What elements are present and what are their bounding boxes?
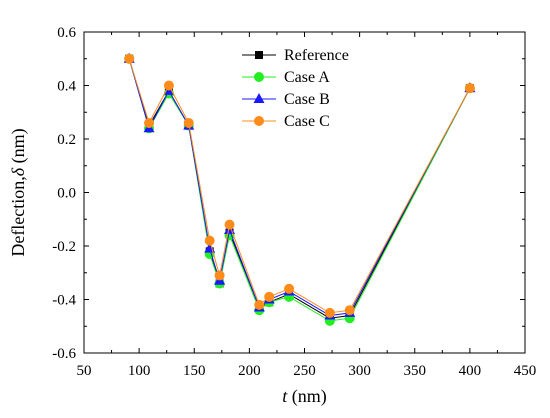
y-axis-label-symbol: δ xyxy=(8,167,28,176)
y-tick-label: -0.6 xyxy=(52,346,76,362)
x-axis-label: t (nm) xyxy=(282,386,327,407)
legend-label: Case A xyxy=(284,69,330,86)
axis-ticks: 50 100 150 200 250 300 350 400 450 -0.6 -0.4 -0.2 0.… xyxy=(52,25,536,379)
x-tick-label: 200 xyxy=(238,363,261,379)
data-point-case-c xyxy=(464,83,475,94)
y-tick-label: -0.2 xyxy=(52,239,76,255)
y-tick-label: 0.4 xyxy=(57,79,76,95)
legend-marker xyxy=(253,93,265,103)
x-tick-label: 350 xyxy=(404,363,427,379)
legend-entry-reference: Reference xyxy=(242,47,349,64)
data-point-case-c xyxy=(214,270,225,281)
legend-marker xyxy=(254,72,264,82)
data-point-case-c xyxy=(264,291,275,302)
legend: Reference Case A Case B Case C xyxy=(242,47,349,130)
x-tick-label: 450 xyxy=(514,363,537,379)
data-point-case-c xyxy=(224,219,235,230)
x-tick-label: 250 xyxy=(293,363,316,379)
data-point-case-c xyxy=(254,299,265,310)
x-tick-label: 300 xyxy=(348,363,371,379)
x-tick-label: 400 xyxy=(459,363,482,379)
y-tick-label: 0.0 xyxy=(57,186,76,202)
data-point-case-c xyxy=(284,283,295,294)
legend-marker xyxy=(254,116,264,126)
legend-label: Case C xyxy=(284,113,330,130)
y-axis-label-text: Deflection, xyxy=(8,176,28,256)
x-tick-label: 150 xyxy=(183,363,206,379)
y-tick-label: 0.6 xyxy=(57,25,76,41)
x-axis-label-unit: (nm) xyxy=(287,386,327,407)
y-tick-label: 0.2 xyxy=(57,132,76,148)
data-point-case-c xyxy=(163,80,174,91)
x-axis-label-var: t xyxy=(282,386,288,406)
legend-label: Reference xyxy=(284,47,349,64)
data-point-case-c xyxy=(344,305,355,316)
series-case-c xyxy=(124,53,475,318)
y-tick-label: -0.4 xyxy=(52,293,76,309)
data-point-case-c xyxy=(204,235,215,246)
y-axis-label-unit: (nm) xyxy=(8,128,29,168)
y-axis-label: Deflection,δ (nm) xyxy=(8,128,29,256)
data-point-case-c xyxy=(124,53,135,64)
legend-entry-case-a: Case A xyxy=(242,69,330,86)
legend-label: Case B xyxy=(284,91,330,108)
data-point-case-c xyxy=(324,307,335,318)
data-point-case-c xyxy=(144,117,155,128)
series-layer xyxy=(123,52,476,326)
x-tick-label: 50 xyxy=(77,363,92,379)
data-point-case-c xyxy=(183,117,194,128)
legend-entry-case-b: Case B xyxy=(242,91,330,108)
legend-entry-case-c: Case C xyxy=(242,113,330,130)
legend-marker xyxy=(255,51,263,59)
x-tick-label: 100 xyxy=(128,363,151,379)
